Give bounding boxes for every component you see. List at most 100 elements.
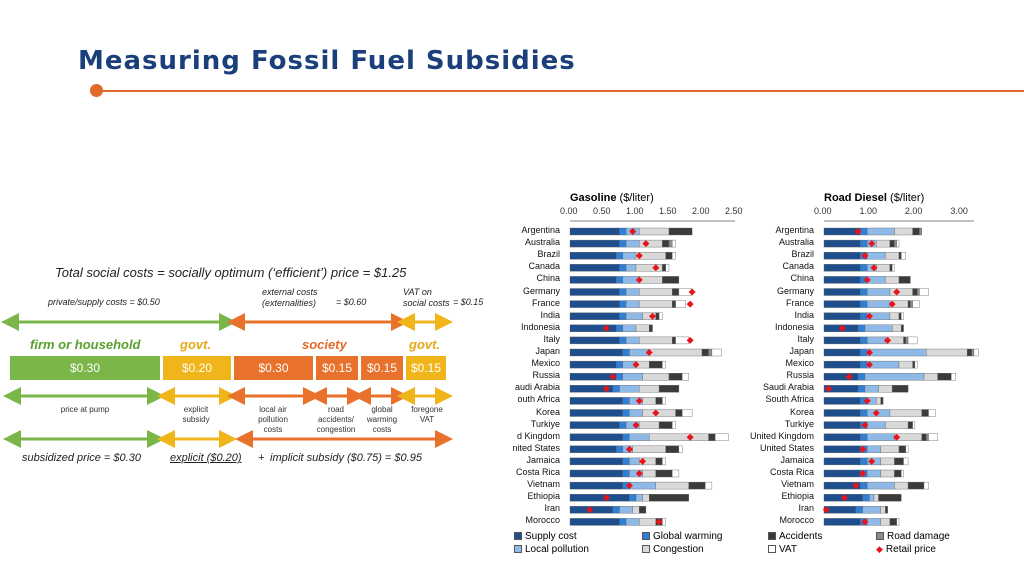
bar-segment-supply-cost — [569, 469, 623, 478]
legend-swatch — [514, 545, 522, 554]
retail-price-marker — [602, 385, 610, 393]
bar-segment-vat — [658, 312, 663, 320]
bar-segment-supply-cost — [823, 457, 861, 466]
bar-segment-congestion — [889, 312, 900, 320]
box-local-pollution: $0.30 — [233, 355, 314, 381]
bar-segment-congestion — [885, 421, 909, 429]
legend-swatch — [768, 532, 776, 541]
bar-segment-supply-cost — [569, 518, 620, 526]
bar-segment-global-warming — [612, 385, 620, 393]
retail-price-marker — [861, 421, 869, 429]
bar-segment-accidents — [894, 469, 902, 478]
bar-segment-supply-cost — [823, 300, 861, 308]
bar-segment-vat — [891, 264, 895, 272]
bar-segment-congestion — [876, 264, 891, 272]
bar-segment-accidents — [639, 506, 647, 514]
bar-segment-congestion — [923, 372, 938, 381]
bar-segment-local-pollution — [864, 324, 893, 333]
category-label: Japan — [535, 346, 560, 356]
bar-segment-supply-cost — [569, 372, 617, 381]
bar-segment-supply-cost — [569, 409, 623, 417]
category-label: nited States — [512, 442, 560, 453]
retail-price-marker — [625, 445, 633, 453]
bar-segment-congestion — [642, 469, 657, 478]
bar-segment-congestion — [891, 324, 902, 333]
bar-segment-global-warming — [612, 506, 620, 514]
bar-segment-supply-cost — [823, 288, 861, 296]
bar-segment-accidents — [907, 300, 911, 308]
legend-label: Global warming — [653, 531, 723, 542]
category-label: Germany — [522, 285, 560, 296]
bar-segment-vat — [973, 348, 979, 357]
retail-price-marker — [635, 252, 643, 260]
bar-segment-accidents — [655, 397, 663, 405]
bar-segment-congestion — [876, 397, 882, 405]
retail-price-marker — [686, 336, 694, 344]
bar-segment-global-warming — [862, 494, 870, 502]
implicit-subsidy-label: implicit subsidy ($0.75) = $0.95 — [270, 452, 422, 464]
bar-segment-congestion — [880, 506, 886, 514]
plus-sign: + — [258, 452, 265, 464]
page-title: Measuring Fossil Fuel Subsidies — [78, 46, 576, 76]
bar-segment-supply-cost — [569, 457, 623, 466]
bar-segment-accidents — [648, 360, 663, 369]
retail-price-marker — [845, 373, 853, 381]
bar-segment-accidents — [655, 469, 673, 478]
bar-segment-global-warming — [860, 409, 868, 417]
bar-segment-supply-cost — [569, 397, 623, 405]
retail-price-marker — [629, 228, 637, 235]
retail-price-marker — [865, 361, 873, 369]
legend-swatch — [642, 532, 650, 541]
retail-price-marker — [859, 470, 867, 477]
bar-segment-congestion — [655, 481, 690, 490]
legend-item: Road damage — [876, 531, 950, 542]
bar-segment-global-warming — [615, 276, 623, 284]
retail-price-marker — [868, 457, 876, 465]
category-label: Ethiopia — [781, 491, 814, 502]
bar-segment-supply-cost — [569, 348, 623, 357]
caption-explicit-subsidy: explicit subsidy — [182, 405, 210, 424]
bar-segment-local-pollution — [625, 518, 640, 526]
bar-segment-accidents — [668, 227, 693, 236]
bar-segment-road-damage — [894, 239, 897, 248]
bar-segment-supply-cost — [823, 518, 861, 526]
bar-segment-congestion — [642, 397, 657, 405]
bar-segment-supply-cost — [823, 469, 861, 478]
bar-segment-local-pollution — [866, 227, 895, 236]
bar-segment-local-pollution — [622, 252, 637, 260]
retail-price-marker — [870, 264, 878, 272]
bar-segment-vat — [903, 457, 909, 466]
bar-segment-accidents — [901, 324, 904, 333]
bar-segment-vat — [901, 312, 904, 320]
category-label: outh Africa — [517, 394, 560, 405]
bar-segment-accidents — [672, 336, 676, 345]
bar-segment-supply-cost — [569, 264, 620, 272]
caption-price-pump: price at pump — [60, 405, 110, 414]
bar-segment-local-pollution — [629, 433, 650, 441]
bar-segment-local-pollution — [864, 385, 879, 393]
bar-segment-global-warming — [860, 481, 868, 490]
category-label: Mexico — [785, 358, 814, 369]
category-label: Korea — [789, 406, 814, 417]
category-label: China — [536, 273, 560, 284]
bar-segment-local-pollution — [635, 494, 643, 502]
bar-segment-local-pollution — [629, 409, 643, 417]
bar-segment-accidents — [889, 264, 893, 272]
bar-segment-accidents — [675, 409, 683, 417]
bar-segment-local-pollution — [866, 288, 891, 296]
retail-price-marker — [602, 494, 610, 502]
retail-price-marker — [649, 312, 656, 320]
bar-segment-global-warming — [860, 288, 868, 296]
retail-price-marker — [655, 518, 663, 526]
bar-segment-road-damage — [905, 336, 909, 345]
bar-segment-vat — [672, 252, 676, 260]
bar-segment-accidents — [891, 385, 909, 393]
bar-segment-road-damage — [919, 227, 922, 236]
box-road-accidents: $0.15 — [315, 355, 359, 381]
legend-item: Accidents — [768, 531, 822, 542]
bar-segment-vat — [665, 264, 670, 272]
bar-segment-global-warming — [622, 469, 630, 478]
retail-price-marker — [635, 397, 643, 405]
legend-label: Local pollution — [525, 544, 589, 555]
retail-price-marker — [642, 240, 650, 248]
